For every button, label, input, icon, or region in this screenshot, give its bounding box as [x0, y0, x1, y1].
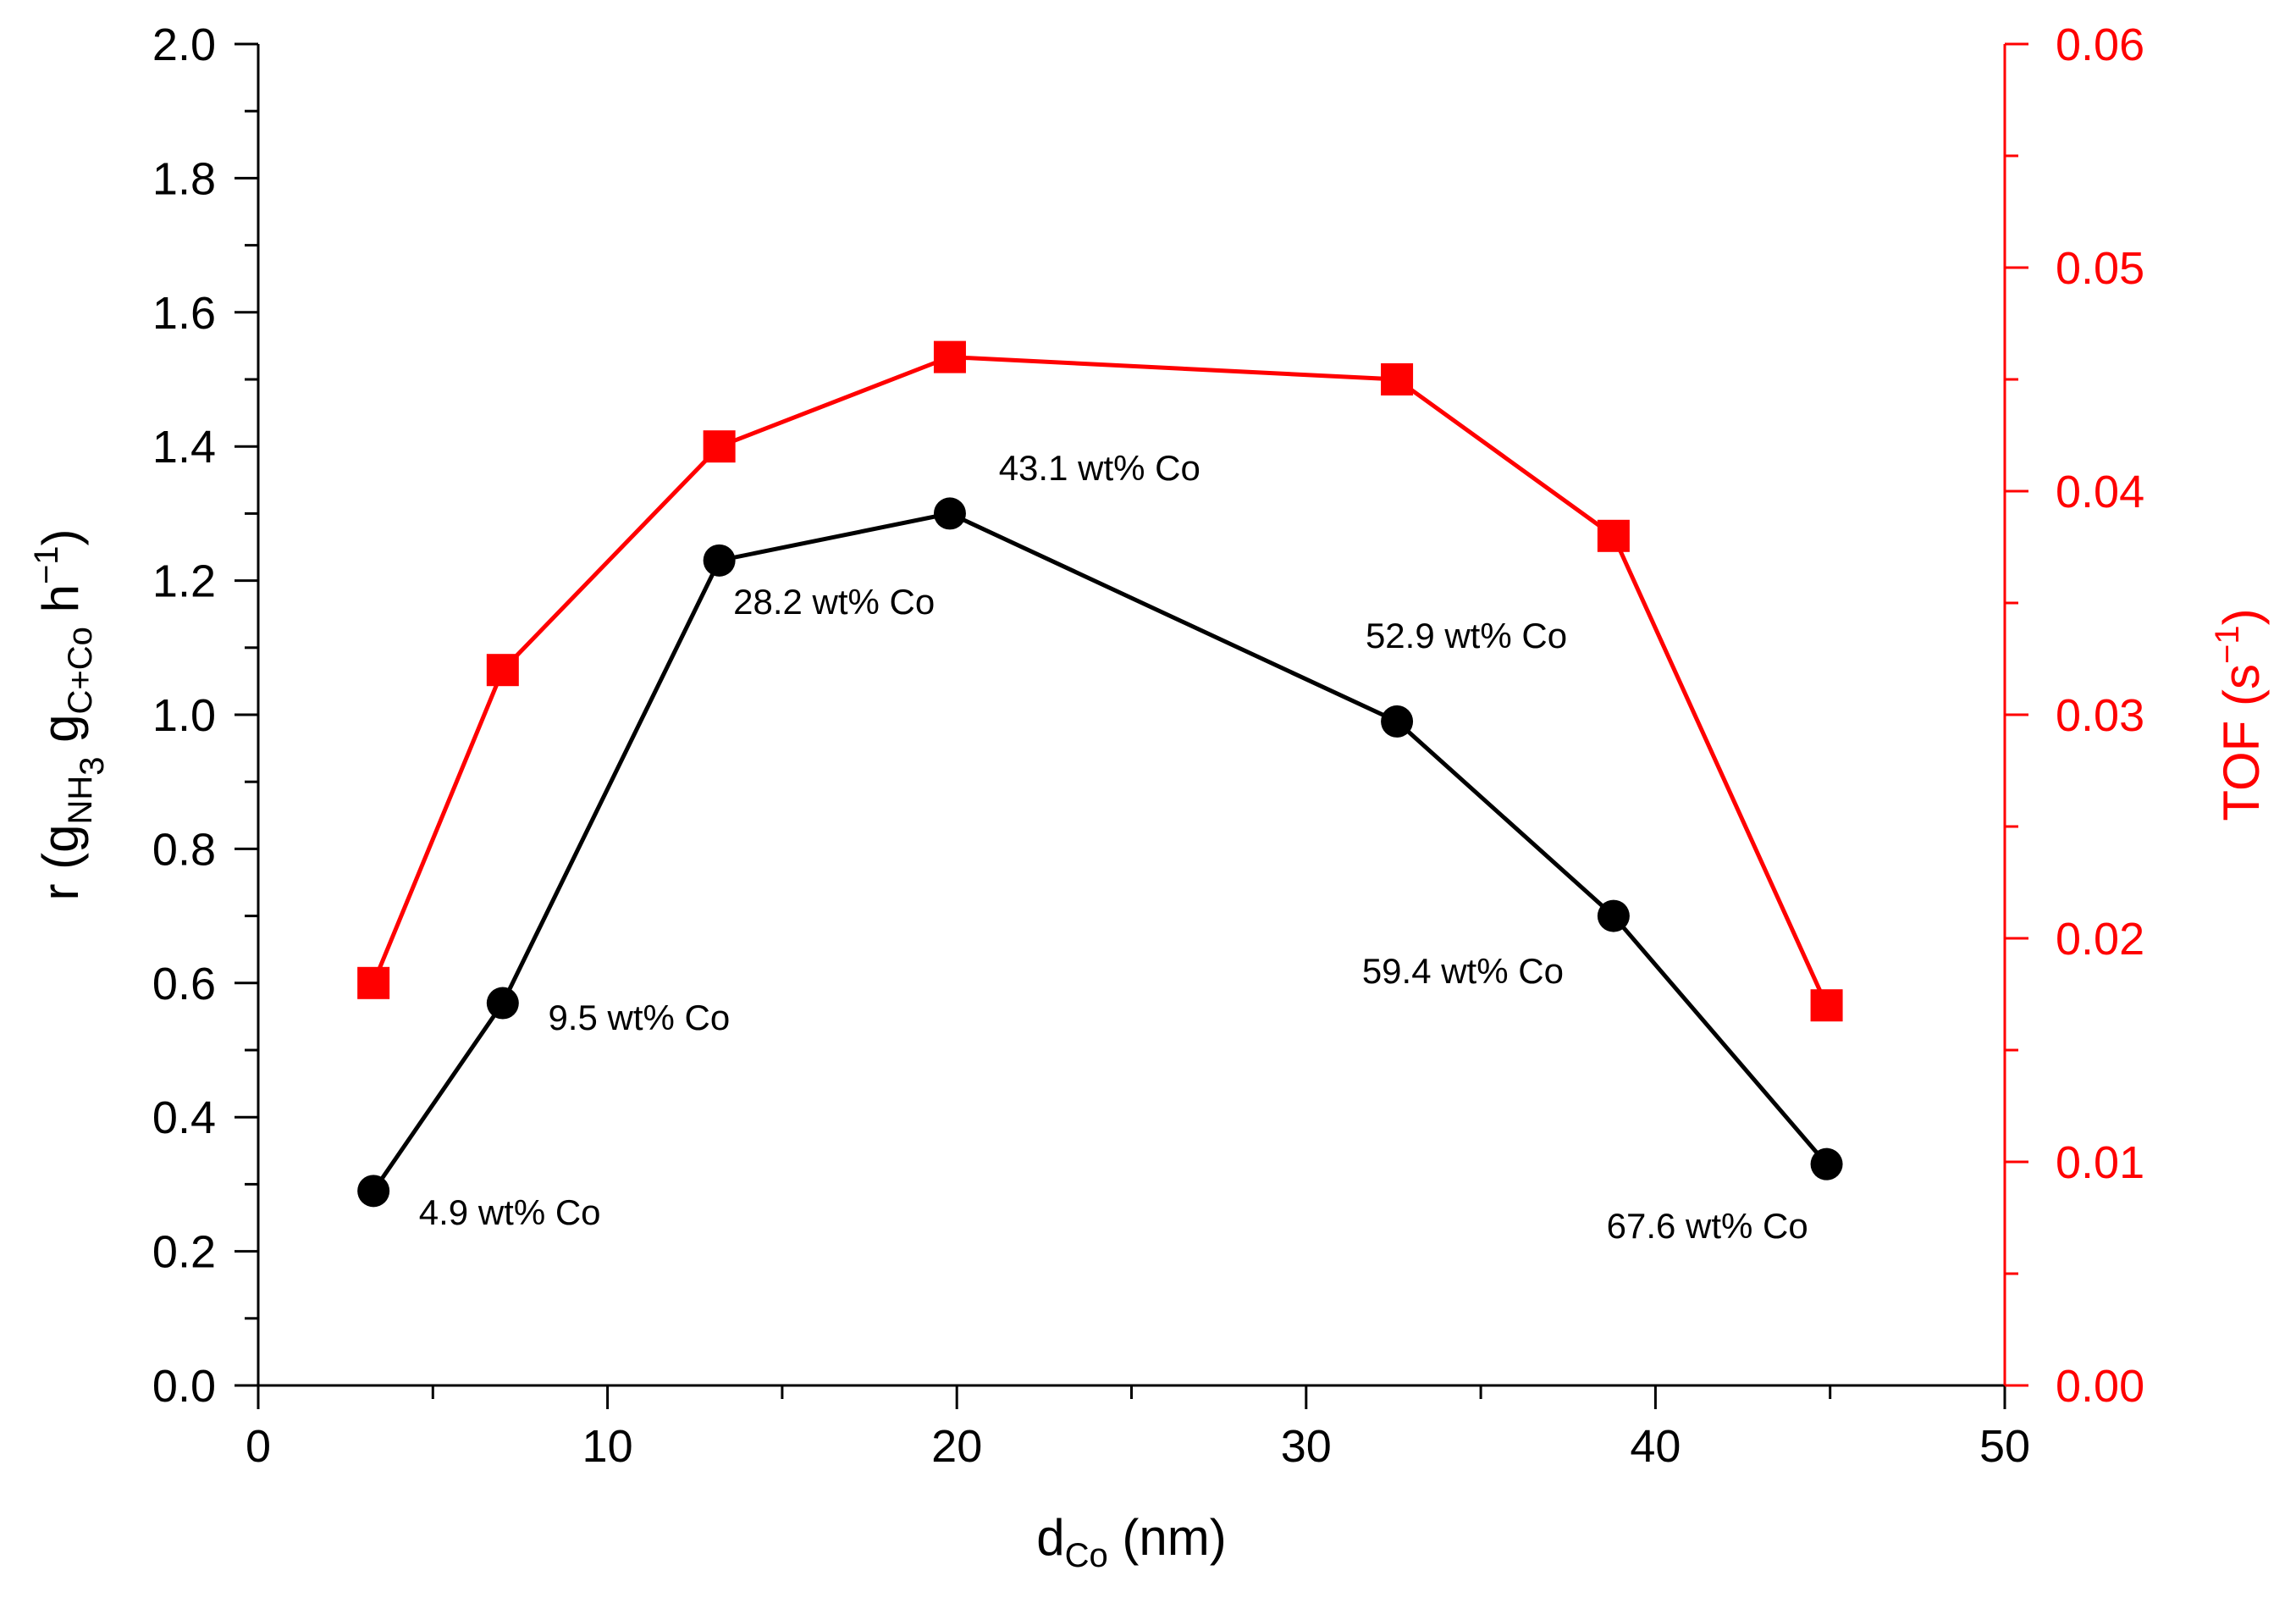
x-tick-label: 30: [1281, 1421, 1332, 1472]
axis-titles-group: dCo (nm) r (gNH3 gC+Co h−1) TOF (s−1): [28, 528, 2270, 1574]
y-left-tick-label: 0.2: [152, 1227, 216, 1278]
y-right-tick-label: 0.00: [2056, 1361, 2144, 1412]
y-right-tick-label: 0.01: [2056, 1137, 2144, 1188]
x-tick-label: 50: [1979, 1421, 2030, 1472]
y-right-tick-label: 0.02: [2056, 914, 2144, 965]
data-point-r: [1597, 899, 1630, 932]
y-right-axis-title: TOF (s−1): [2209, 608, 2270, 821]
y-left-tick-label: 0.4: [152, 1092, 216, 1143]
point-annotation: 59.4 wt% Co: [1362, 951, 1564, 991]
y-left-tick-label: 0.8: [152, 824, 216, 875]
x-axis-title: dCo (nm): [1036, 1509, 1227, 1574]
y-left-tick-label: 1.6: [152, 288, 216, 339]
data-point-tof: [486, 654, 519, 687]
y-left-tick-label: 1.4: [152, 422, 216, 473]
data-point-r: [486, 987, 519, 1020]
y-left-tick-label: 0.0: [152, 1361, 216, 1412]
data-point-tof: [933, 340, 966, 373]
data-point-r: [357, 1175, 390, 1208]
point-annotation: 52.9 wt% Co: [1366, 616, 1567, 655]
x-tick-label: 10: [582, 1421, 633, 1472]
data-point-r: [1381, 705, 1414, 738]
point-annotation: 9.5 wt% Co: [548, 998, 730, 1037]
data-point-r: [1810, 1147, 1843, 1181]
y-left-tick-label: 1.8: [152, 153, 216, 204]
data-point-tof: [1810, 989, 1843, 1022]
point-annotation: 67.6 wt% Co: [1607, 1206, 1808, 1246]
y-left-tick-label: 2.0: [152, 19, 216, 70]
data-point-r: [703, 544, 736, 577]
data-point-tof: [357, 966, 390, 999]
point-annotation: 4.9 wt% Co: [419, 1192, 601, 1232]
point-annotation: 43.1 wt% Co: [999, 448, 1200, 488]
data-point-tof: [703, 430, 736, 463]
y-right-tick-label: 0.05: [2056, 243, 2144, 294]
series-line-r: [372, 511, 1829, 1192]
data-point-tof: [1597, 519, 1630, 552]
data-point-tof: [1381, 363, 1414, 395]
y-left-axis-title: r (gNH3 gC+Co h−1): [28, 528, 111, 900]
y-right-tick-label: 0.06: [2056, 19, 2144, 70]
point-annotation: 28.2 wt% Co: [733, 582, 935, 622]
y-left-tick-label: 0.6: [152, 959, 216, 1009]
x-tick-label: 40: [1630, 1421, 1681, 1472]
annotations-group: 4.9 wt% Co 9.5 wt% Co 28.2 wt% Co 43.1 wt% …: [419, 448, 1808, 1246]
series-group: [357, 340, 1843, 1208]
x-tick-label: 0: [246, 1421, 271, 1472]
data-point-r: [933, 497, 966, 530]
y-left-tick-label: 1.2: [152, 556, 216, 607]
y-left-tick-label: 1.0: [152, 690, 216, 741]
axes-group: 0 10 20 30 40 50 0.0 0.2 0.4 0.6 0.8 1.0 1.2 1.4 1.6 1.…: [152, 19, 2144, 1472]
y-right-tick-label: 0.03: [2056, 690, 2144, 741]
y-right-tick-label: 0.04: [2056, 467, 2144, 517]
x-tick-label: 20: [931, 1421, 982, 1472]
